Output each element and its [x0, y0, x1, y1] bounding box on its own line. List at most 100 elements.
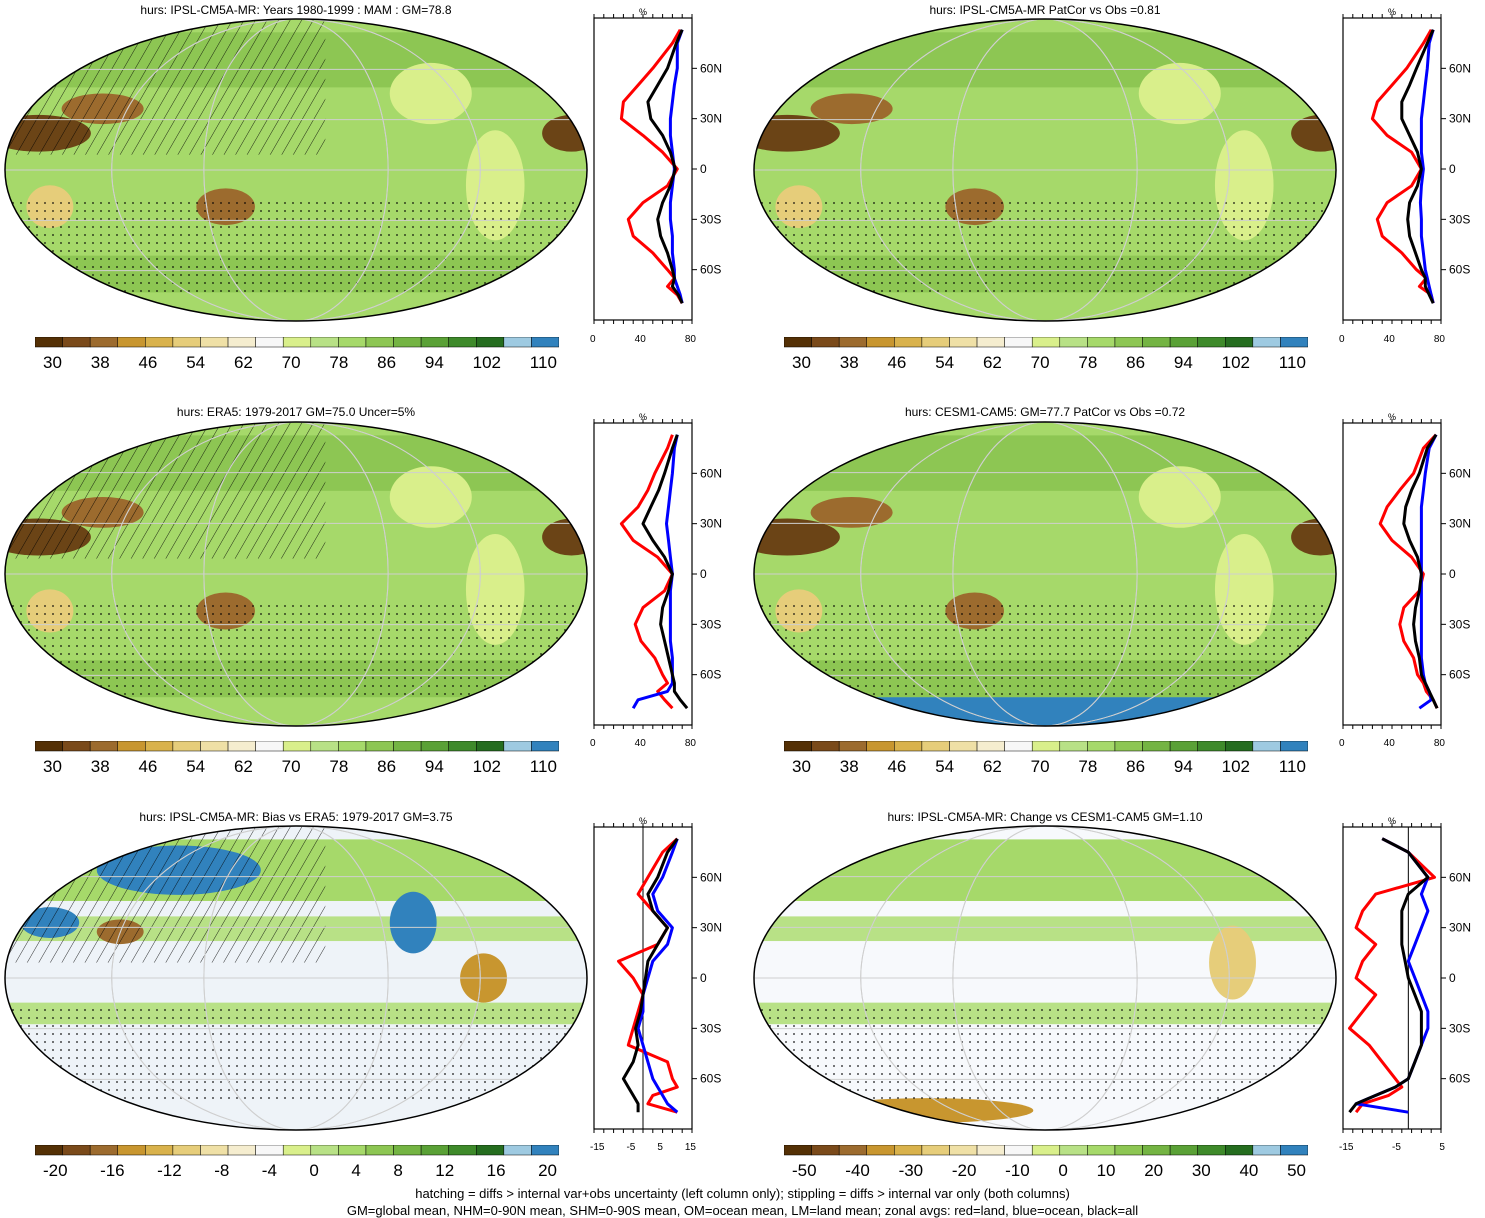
world-map — [753, 18, 1337, 322]
colorbar-tick-label: 0 — [1058, 1161, 1068, 1180]
colorbar-swatch — [503, 1145, 532, 1156]
colorbar-swatch — [62, 337, 91, 348]
colorbar-tick-label: 50 — [1287, 1161, 1306, 1180]
zonal-lat-label: 60N — [700, 870, 722, 884]
zonal-lat-label: 30S — [1449, 212, 1470, 226]
zonal-x-tick-label: 5 — [1439, 1142, 1445, 1153]
zonal-lat-label: 60N — [700, 61, 722, 75]
colorbar-swatch — [1252, 1145, 1281, 1156]
colorbar-swatch — [1059, 741, 1088, 752]
colorbar-tick-label: -20 — [43, 1161, 68, 1180]
colorbar-tick-label: 94 — [1173, 353, 1193, 372]
colorbar-tick-label: 86 — [377, 353, 397, 372]
colorbar-tick-label: 20 — [538, 1161, 557, 1180]
zonal-x-tick-label: 15 — [684, 1142, 696, 1153]
colorbar-swatch — [1169, 741, 1198, 752]
colorbar-tick-label: 78 — [329, 353, 349, 372]
colorbar-tick-label: 30 — [792, 353, 811, 372]
colorbar-swatch — [1059, 337, 1088, 348]
colorbar-tick-label: -20 — [951, 1161, 977, 1180]
colorbar-swatch — [838, 1145, 867, 1156]
colorbar-swatch — [255, 337, 284, 348]
colorbar-tick-label: 102 — [1221, 757, 1250, 776]
colorbar-tick-label: 54 — [186, 353, 206, 372]
colorbar-swatch — [921, 1145, 950, 1156]
colorbar-swatch — [89, 337, 118, 348]
colorbar-swatch — [1004, 741, 1033, 752]
colorbar-tick-label: 30 — [43, 353, 62, 372]
panel-title: hurs: CESM1-CAM5: GM=77.7 PatCor vs Obs … — [904, 405, 1186, 419]
colorbar-tick-label: 54 — [935, 757, 955, 776]
colorbar-tick-label: 12 — [435, 1161, 455, 1180]
world-map — [753, 421, 1337, 727]
colorbar-tick-label: 86 — [1126, 353, 1146, 372]
zonal-x-tick-label: -5 — [626, 1142, 636, 1153]
zonal-unit-label: % — [639, 412, 647, 422]
colorbar-tick-label: 0 — [309, 1161, 319, 1180]
colorbar-tick-label: 46 — [887, 757, 907, 776]
colorbar-swatch — [784, 741, 812, 752]
black-zonal-line — [1348, 837, 1430, 1114]
colorbar-tick-label: 70 — [281, 353, 301, 372]
colorbar-swatch — [365, 337, 394, 348]
colorbar-swatch — [1114, 337, 1143, 348]
zonal-x-tick-label: 40 — [634, 334, 646, 345]
footer-line-1: hatching = diffs > internal var+obs unce… — [415, 1186, 1070, 1201]
colorbar-tick-label: 8 — [393, 1161, 403, 1180]
colorbar-swatch — [1142, 337, 1171, 348]
zonal-lat-label: 60S — [700, 1072, 721, 1086]
colorbar-tick-label: 102 — [472, 353, 501, 372]
colorbar-tick-label: 94 — [424, 353, 444, 372]
colorbar-swatch — [476, 337, 505, 348]
zonal-lat-label: 30S — [700, 1021, 721, 1035]
zonal-lat-label: 60N — [1449, 466, 1471, 480]
colorbar-tick-label: 78 — [329, 757, 349, 776]
zonal-lat-label: 60S — [700, 263, 721, 277]
world-map — [4, 18, 588, 322]
colorbar-swatch — [338, 1145, 367, 1156]
colorbar-tick-label: 62 — [233, 353, 253, 372]
zonal-mean-plot: % 60N 30N 0 30S 60S — [1342, 816, 1471, 1133]
colorbar-swatch — [172, 741, 201, 752]
zonal-x-ticks: 0 40 80 — [590, 738, 696, 749]
colorbar-swatch — [62, 741, 91, 752]
colorbar-swatch — [1225, 741, 1254, 752]
zonal-lat-label: 0 — [1449, 162, 1456, 176]
colorbar-tick-label: 16 — [486, 1161, 506, 1180]
colorbar-swatch — [976, 1145, 1005, 1156]
colorbar-tick-label: 102 — [472, 757, 501, 776]
colorbar-tick-label: 38 — [839, 757, 859, 776]
colorbar-swatch — [282, 1145, 312, 1156]
colorbar-tick-label: 94 — [1173, 757, 1193, 776]
colorbar-swatch — [1280, 337, 1308, 348]
colorbar-swatch — [448, 1145, 477, 1156]
colorbar-tick-label: 40 — [1239, 1161, 1259, 1180]
zonal-x-tick-label: 80 — [1433, 738, 1445, 749]
zonal-lat-label: 60N — [1449, 61, 1471, 75]
zonal-x-ticks: 0 40 80 — [1339, 334, 1445, 345]
colorbar-swatch — [1280, 1145, 1308, 1156]
colorbar-swatch — [1252, 741, 1281, 752]
colorbar-swatch — [255, 741, 284, 752]
panel-title: hurs: ERA5: 1979-2017 GM=75.0 Uncer=5% — [176, 405, 416, 419]
colorbar-swatch — [1059, 1145, 1088, 1156]
zonal-lat-label: 30N — [1449, 112, 1471, 126]
colorbar-swatch — [145, 337, 174, 348]
colorbar-tick-label: 94 — [424, 757, 444, 776]
panel-title: hurs: IPSL-CM5A-MR: Years 1980-1999 : MA… — [140, 3, 452, 17]
blue-zonal-line — [1418, 29, 1435, 304]
colorbar-swatch — [894, 337, 923, 348]
colorbar-swatch — [448, 337, 477, 348]
colorbar-swatch — [921, 741, 950, 752]
colorbar-swatch — [1031, 1145, 1061, 1156]
zonal-x-tick-label: 80 — [1433, 334, 1445, 345]
zonal-unit-label: % — [639, 7, 647, 17]
colorbar-tick-label: 110 — [1278, 353, 1306, 372]
colorbar-swatch — [310, 741, 339, 752]
zonal-lat-label: 0 — [700, 162, 707, 176]
zonal-x-ticks: -15 -5 5 — [1339, 1142, 1445, 1153]
zonal-lat-label: 30N — [1449, 921, 1471, 935]
colorbar-swatch — [200, 1145, 229, 1156]
colorbar-swatch — [784, 1145, 812, 1156]
colorbar — [35, 337, 559, 348]
